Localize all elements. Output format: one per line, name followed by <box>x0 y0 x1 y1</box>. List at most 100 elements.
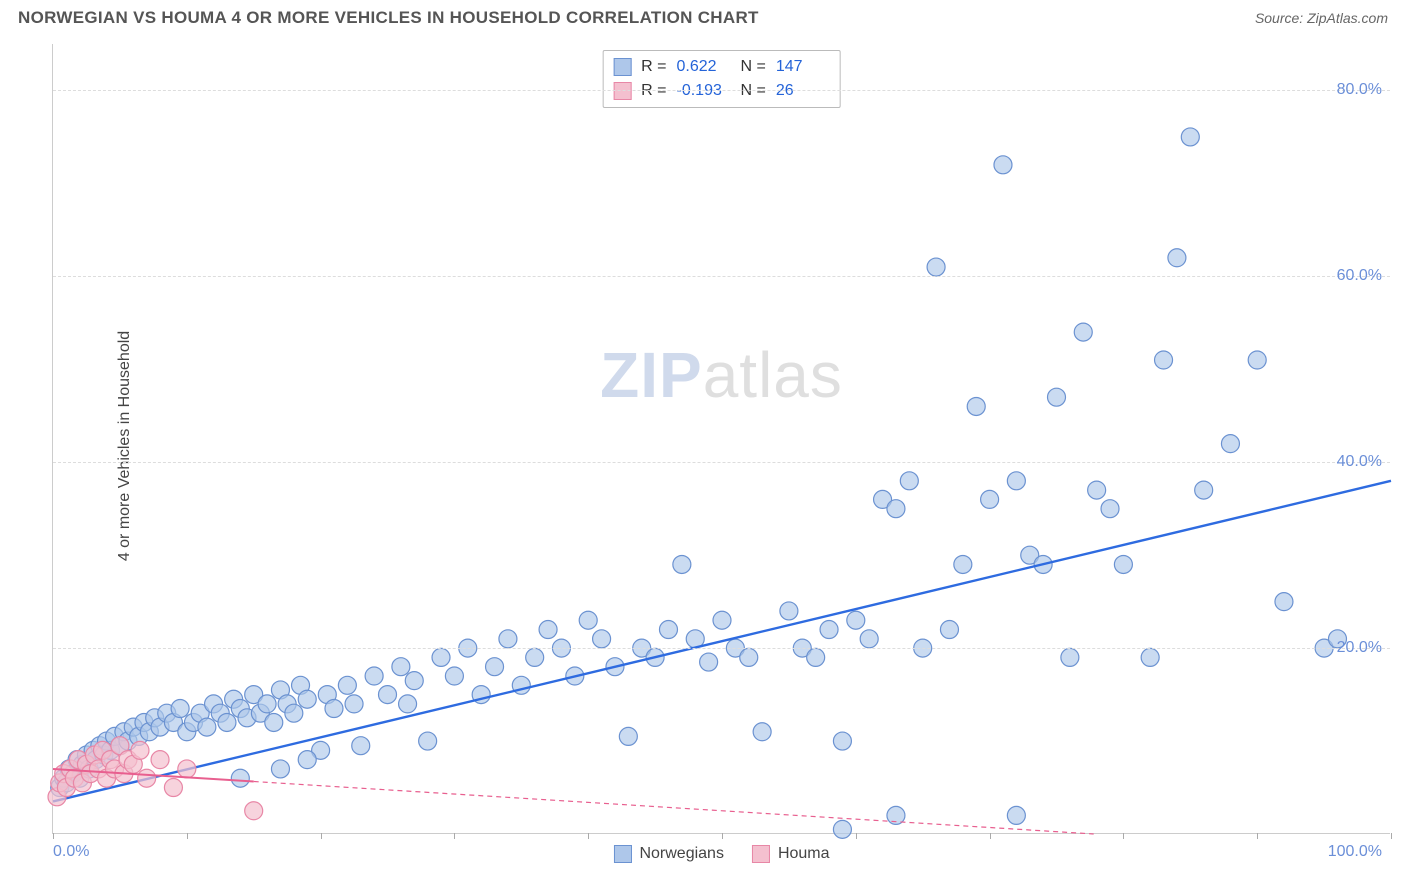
data-point <box>927 258 945 276</box>
data-point <box>753 723 771 741</box>
data-point <box>713 611 731 629</box>
stat-r-label: R = <box>641 55 666 79</box>
data-point <box>619 727 637 745</box>
data-point <box>807 648 825 666</box>
data-point <box>740 648 758 666</box>
data-point <box>499 630 517 648</box>
data-point <box>1074 323 1092 341</box>
data-point <box>659 621 677 639</box>
data-point <box>1088 481 1106 499</box>
data-point <box>432 648 450 666</box>
data-point <box>887 500 905 518</box>
data-point <box>245 802 263 820</box>
data-point <box>1141 648 1159 666</box>
bottom-legend: Norwegians Houma <box>613 845 829 863</box>
data-point <box>1168 249 1186 267</box>
gridline <box>53 648 1390 649</box>
data-point <box>365 667 383 685</box>
data-point <box>1101 500 1119 518</box>
data-point <box>151 751 169 769</box>
plot-svg <box>53 44 1390 833</box>
data-point <box>954 555 972 573</box>
x-tick <box>588 833 589 839</box>
data-point <box>338 676 356 694</box>
y-tick-label: 80.0% <box>1337 81 1382 99</box>
stat-r-value: 0.622 <box>677 55 731 79</box>
data-point <box>419 732 437 750</box>
data-point <box>298 751 316 769</box>
stats-row: R = 0.622 N = 147 <box>613 55 830 79</box>
data-point <box>1195 481 1213 499</box>
stat-n-label: N = <box>741 55 766 79</box>
data-point <box>258 695 276 713</box>
data-point <box>593 630 611 648</box>
data-point <box>700 653 718 671</box>
data-point <box>171 700 189 718</box>
data-point <box>1248 351 1266 369</box>
x-tick <box>1391 833 1392 839</box>
x-tick <box>856 833 857 839</box>
legend-swatch <box>752 845 770 863</box>
data-point <box>218 713 236 731</box>
data-point <box>1221 435 1239 453</box>
x-tick <box>321 833 322 839</box>
y-tick-label: 20.0% <box>1337 639 1382 657</box>
data-point <box>833 732 851 750</box>
data-point <box>1061 648 1079 666</box>
x-tick <box>1257 833 1258 839</box>
stats-box: R =0.622N =147R =-0.193N =26 <box>602 50 841 108</box>
data-point <box>231 769 249 787</box>
data-point <box>405 672 423 690</box>
data-point <box>298 690 316 708</box>
x-tick-max: 100.0% <box>1328 843 1382 861</box>
data-point <box>271 760 289 778</box>
data-point <box>379 686 397 704</box>
source-label: Source: ZipAtlas.com <box>1255 10 1388 26</box>
data-point <box>1155 351 1173 369</box>
data-point <box>833 820 851 838</box>
data-point <box>847 611 865 629</box>
data-point <box>138 769 156 787</box>
trend-line-dashed <box>254 781 1094 834</box>
data-point <box>399 695 417 713</box>
data-point <box>178 760 196 778</box>
data-point <box>198 718 216 736</box>
data-point <box>285 704 303 722</box>
legend-label: Norwegians <box>639 845 723 863</box>
data-point <box>1181 128 1199 146</box>
data-point <box>579 611 597 629</box>
legend-swatch <box>613 58 631 76</box>
data-point <box>325 700 343 718</box>
gridline <box>53 90 1390 91</box>
data-point <box>486 658 504 676</box>
data-point <box>860 630 878 648</box>
data-point <box>1275 593 1293 611</box>
data-point <box>820 621 838 639</box>
data-point <box>345 695 363 713</box>
data-point <box>1007 806 1025 824</box>
chart-area: ZIPatlas R =0.622N =147R =-0.193N =26 0.… <box>52 44 1390 834</box>
x-tick <box>722 833 723 839</box>
data-point <box>1007 472 1025 490</box>
data-point <box>445 667 463 685</box>
trend-line <box>53 481 1391 802</box>
x-tick <box>1123 833 1124 839</box>
data-point <box>352 737 370 755</box>
data-point <box>539 621 557 639</box>
legend-item: Houma <box>752 845 830 863</box>
data-point <box>967 397 985 415</box>
chart-title: NORWEGIAN VS HOUMA 4 OR MORE VEHICLES IN… <box>18 8 759 28</box>
legend-swatch <box>613 845 631 863</box>
data-point <box>780 602 798 620</box>
x-tick-min: 0.0% <box>53 843 89 861</box>
data-point <box>1114 555 1132 573</box>
gridline <box>53 276 1390 277</box>
data-point <box>981 490 999 508</box>
stat-n-value: 147 <box>776 55 830 79</box>
data-point <box>994 156 1012 174</box>
data-point <box>673 555 691 573</box>
data-point <box>940 621 958 639</box>
data-point <box>265 713 283 731</box>
data-point <box>392 658 410 676</box>
data-point <box>526 648 544 666</box>
